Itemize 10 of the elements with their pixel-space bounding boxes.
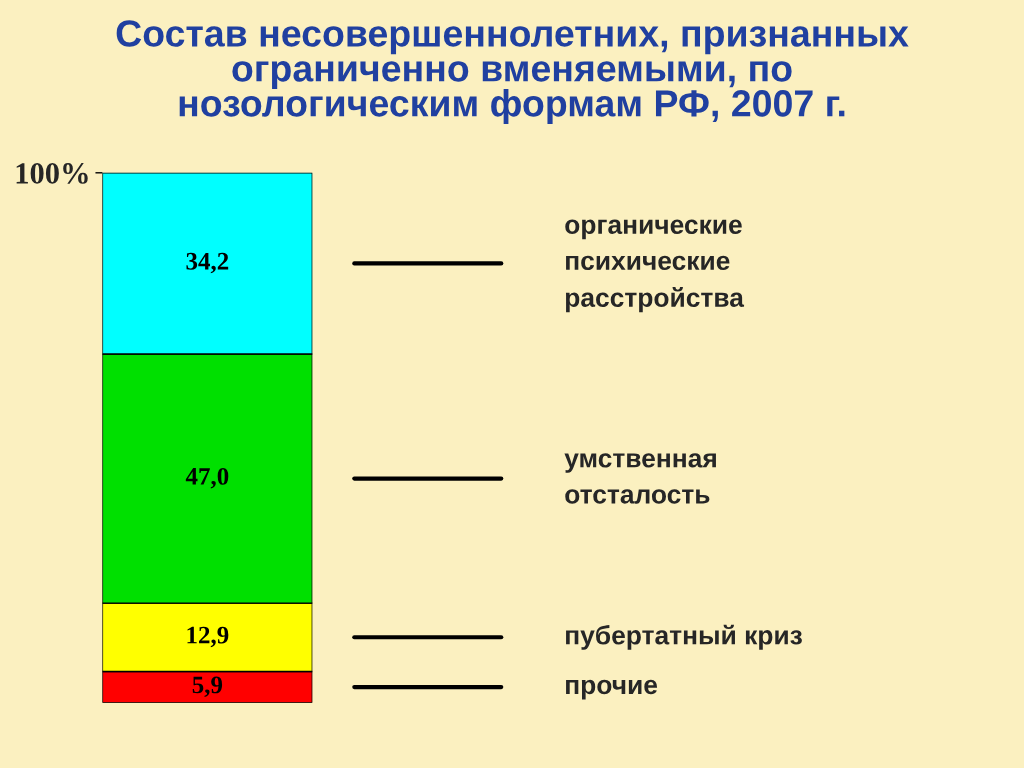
- data-label: 34,2: [186, 252, 229, 274]
- data-label: 47,0: [185, 467, 229, 489]
- data-label: 5,9: [192, 676, 223, 697]
- text: умственная отсталость: [564, 453, 716, 504]
- text: прочие: [566, 679, 658, 700]
- y-tick-label: 100%: [16, 163, 88, 184]
- data-label: 12,9: [187, 626, 229, 648]
- text: пубертатный криз: [566, 624, 802, 650]
- text: органические психические расстройства: [565, 219, 745, 313]
- text: Состав несовершеннолетних, признанных ограниченно вменяемыми, по нозологическим формам РФ, 2007 г.: [116, 20, 909, 125]
